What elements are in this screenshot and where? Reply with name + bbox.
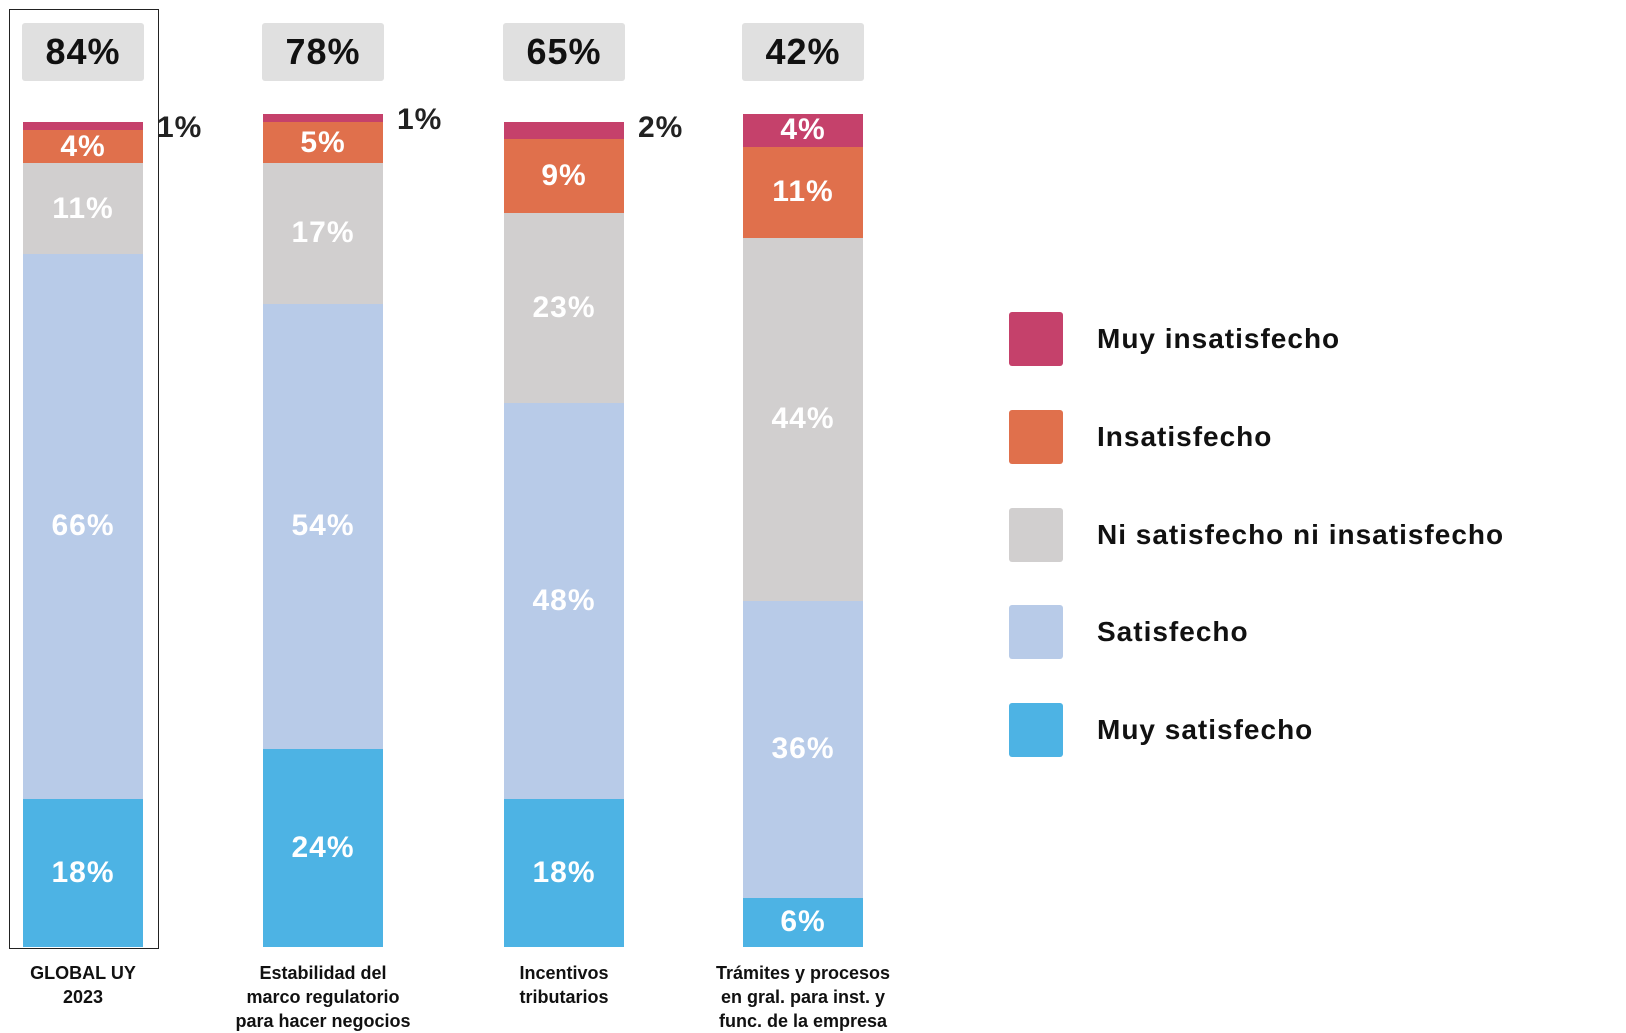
total-label: 78% <box>262 23 384 81</box>
bar-segment <box>263 113 383 122</box>
total-label: 84% <box>22 23 144 81</box>
bar-segment <box>23 122 143 131</box>
segment-label: 54% <box>291 509 355 543</box>
segment-label: 6% <box>780 905 826 939</box>
segment-label: 5% <box>300 125 346 159</box>
x-tick-label: Incentivos tributarios <box>519 963 609 1007</box>
bar-segment <box>743 237 863 601</box>
segment-label: 4% <box>60 129 106 163</box>
segment-label: 66% <box>51 509 115 543</box>
segment-label: 48% <box>532 583 596 617</box>
legend-label: Muy insatisfecho <box>1097 323 1341 354</box>
segment-label: 11% <box>772 175 834 209</box>
legend-label: Satisfecho <box>1097 616 1249 647</box>
highlight-frame <box>9 9 159 949</box>
bar-segment <box>23 130 143 164</box>
bar-segment <box>23 254 143 799</box>
bar-segment <box>263 749 383 947</box>
legend-swatch <box>1009 312 1063 366</box>
bar-segment <box>504 122 624 139</box>
legend-label: Ni satisfecho ni insatisfecho <box>1097 519 1505 550</box>
segment-label: 17% <box>291 216 355 250</box>
bar-segment <box>743 897 863 947</box>
segment-label: 9% <box>541 158 587 192</box>
segment-label: 44% <box>771 402 835 435</box>
segment-label: 2% <box>638 111 684 144</box>
segment-label: 4% <box>780 113 826 147</box>
legend-swatch <box>1009 703 1063 757</box>
segment-label: 36% <box>771 732 835 765</box>
x-tick-label: Trámites y procesos en gral. para inst. … <box>715 963 891 1031</box>
x-tick-label: Estabilidad del marco regulatorio para h… <box>235 963 411 1031</box>
total-label: 42% <box>742 23 864 81</box>
legend-swatch <box>1009 605 1063 659</box>
bar-segment <box>504 402 624 799</box>
segment-label: 23% <box>532 290 596 324</box>
segment-label: 11% <box>52 191 114 225</box>
legend-swatch <box>1009 410 1063 464</box>
total-label: 65% <box>503 23 625 81</box>
bar-segment <box>263 122 383 164</box>
legend-swatch <box>1009 508 1063 562</box>
bar-segment <box>23 163 143 254</box>
bar-segment <box>743 113 863 147</box>
segment-label: 18% <box>51 855 115 889</box>
bar-segment <box>504 798 624 947</box>
bar-segment <box>263 303 383 749</box>
segment-label: 24% <box>291 831 355 864</box>
bar-segment <box>263 163 383 304</box>
segment-label: 1% <box>397 102 443 136</box>
segment-label: 18% <box>532 855 596 889</box>
legend-label: Insatisfecho <box>1097 421 1273 452</box>
x-tick-label: GLOBAL UY 2023 <box>30 963 136 1007</box>
bar-segment <box>743 600 863 898</box>
legend-label: Muy satisfecho <box>1097 714 1314 745</box>
bar-segment <box>504 138 624 213</box>
bar-segment <box>23 798 143 947</box>
bar-segment <box>743 146 863 238</box>
bar-segment <box>504 212 624 403</box>
segment-label: 1% <box>157 111 203 144</box>
